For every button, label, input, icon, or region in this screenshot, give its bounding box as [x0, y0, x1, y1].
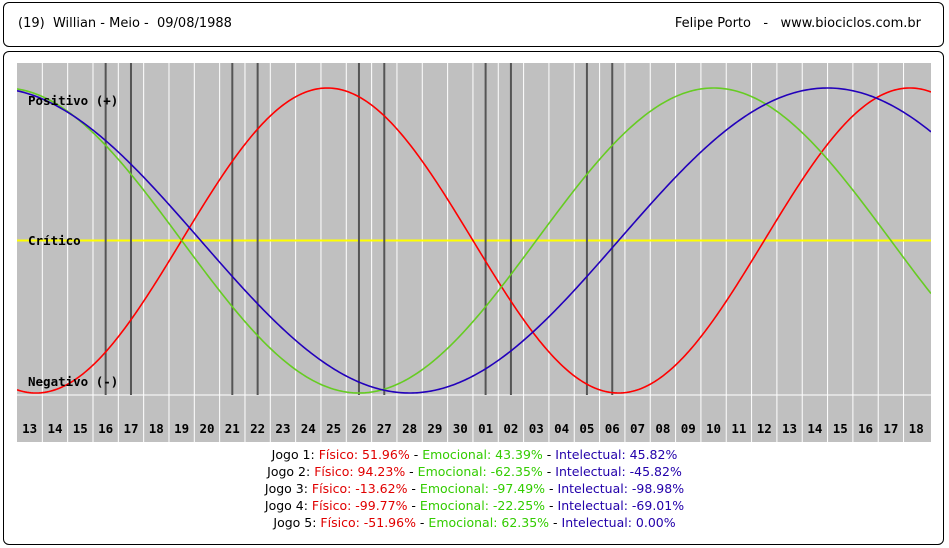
jogo-label: Jogo 5:	[273, 515, 321, 530]
day-tick-label: 21	[225, 421, 240, 436]
day-tick-label: 14	[807, 421, 822, 436]
day-tick-label: 14	[47, 421, 62, 436]
day-tick-label: 08	[655, 421, 670, 436]
day-tick-label: 02	[503, 421, 518, 436]
day-tick-label: 22	[250, 421, 265, 436]
intelectual-curve	[17, 87, 931, 394]
critical-label: Crítico	[28, 233, 81, 248]
header-bar: (19) Willian - Meio - 09/08/1988 Felipe …	[3, 2, 944, 47]
separator: -	[545, 498, 558, 513]
separator: -	[542, 464, 556, 479]
emocional-value: Emocional: -62.35%	[417, 464, 543, 479]
fisico-value: Físico: -51.96%	[320, 515, 416, 530]
emocional-curve	[17, 87, 931, 394]
day-tick-label: 16	[98, 421, 113, 436]
fisico-curve	[17, 87, 931, 394]
game-day-lines	[104, 63, 614, 395]
intelectual-value: Intelectual: 45.82%	[555, 447, 678, 462]
separator: -	[415, 515, 429, 530]
fisico-value: Físico: 94.23%	[314, 464, 406, 479]
day-tick-label: 13	[22, 421, 37, 436]
day-tick-label: 15	[833, 421, 848, 436]
day-tick-label: 12	[757, 421, 772, 436]
grid-lines	[17, 63, 931, 396]
day-tick-label: 18	[149, 421, 164, 436]
day-tick-label: 19	[174, 421, 189, 436]
intelectual-value: Intelectual: -45.82%	[555, 464, 682, 479]
day-tick-label: 17	[123, 421, 138, 436]
intelectual-value: Intelectual: 0.00%	[561, 515, 676, 530]
day-tick-label: 04	[554, 421, 569, 436]
biorhythm-chart: Positivo (+) Crítico Negativo (-) 13 14 15…	[17, 63, 931, 442]
day-tick-label: 29	[427, 421, 442, 436]
emocional-value: Emocional: -22.25%	[419, 498, 546, 513]
day-tick-label: 11	[731, 421, 746, 436]
intelectual-value: Intelectual: -98.98%	[557, 481, 685, 496]
negative-label: Negativo (-)	[28, 374, 118, 389]
emocional-value: Emocional: -97.49%	[419, 481, 546, 496]
day-tick-label: 24	[301, 421, 316, 436]
separator: -	[549, 515, 562, 530]
separator: -	[407, 481, 420, 496]
day-tick-label: 10	[706, 421, 721, 436]
jogo-label: Jogo 3:	[264, 481, 312, 496]
header-subject: (19) Willian - Meio - 09/08/1988	[18, 16, 232, 31]
stat-row-jogo-3: Jogo 3: Físico: -13.62% - Emocional: -97…	[0, 480, 949, 497]
day-tick-label: 06	[605, 421, 620, 436]
separator: -	[407, 498, 420, 513]
stat-row-jogo-1: Jogo 1: Físico: 51.96% - Emocional: 43.3…	[0, 446, 949, 463]
fisico-value: Físico: 51.96%	[318, 447, 410, 462]
game-stats: Jogo 1: Físico: 51.96% - Emocional: 43.3…	[0, 446, 949, 531]
day-tick-label: 30	[453, 421, 468, 436]
emocional-value: Emocional: 62.35%	[428, 515, 550, 530]
day-tick-label: 15	[73, 421, 88, 436]
day-tick-label: 09	[681, 421, 696, 436]
stat-row-jogo-2: Jogo 2: Físico: 94.23% - Emocional: -62.…	[0, 463, 949, 480]
day-tick-label: 17	[883, 421, 898, 436]
jogo-label: Jogo 1:	[271, 447, 319, 462]
day-tick-label: 18	[909, 421, 924, 436]
positive-label: Positivo (+)	[28, 93, 118, 108]
separator: -	[545, 481, 558, 496]
separator: -	[409, 447, 423, 462]
emocional-value: Emocional: 43.39%	[422, 447, 543, 462]
day-tick-label: 23	[275, 421, 290, 436]
day-tick-label: 20	[199, 421, 214, 436]
fisico-value: Físico: -13.62%	[311, 481, 408, 496]
day-tick-label: 13	[782, 421, 797, 436]
jogo-label: Jogo 2:	[267, 464, 315, 479]
header-author: Felipe Porto - www.biociclos.com.br	[674, 16, 921, 31]
day-tick-label: 26	[351, 421, 366, 436]
chart-background	[17, 63, 931, 442]
day-tick-label: 16	[858, 421, 873, 436]
day-tick-label: 03	[529, 421, 544, 436]
day-tick-label: 01	[478, 421, 493, 436]
day-tick-label: 25	[326, 421, 341, 436]
day-tick-label: 27	[377, 421, 392, 436]
jogo-label: Jogo 4:	[264, 498, 312, 513]
day-tick-label: 05	[579, 421, 594, 436]
separator: -	[405, 464, 418, 479]
day-tick-label: 28	[402, 421, 417, 436]
separator: -	[542, 447, 556, 462]
day-tick-label: 07	[630, 421, 645, 436]
fisico-value: Físico: -99.77%	[311, 498, 408, 513]
stat-row-jogo-5: Jogo 5: Físico: -51.96% - Emocional: 62.…	[0, 514, 949, 531]
intelectual-value: Intelectual: -69.01%	[557, 498, 685, 513]
stat-row-jogo-4: Jogo 4: Físico: -99.77% - Emocional: -22…	[0, 497, 949, 514]
day-axis: 13 14 15 16 17 18 19 20 21 22 23 24 25 26 27 28 29 30 01 02…	[17, 395, 931, 442]
